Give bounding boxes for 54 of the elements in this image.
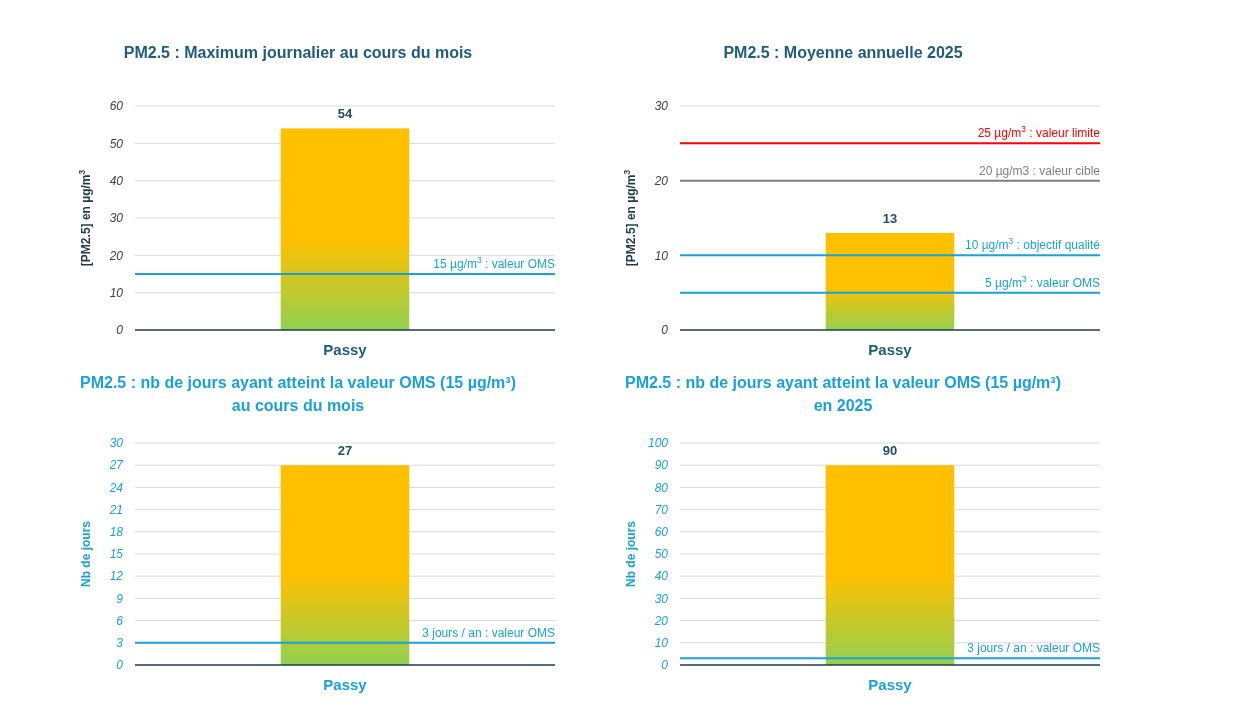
y-tick-label: 30 <box>654 591 669 606</box>
ref-line-label: 10 µg/m$^{3}$ : objectif qualité <box>965 236 1101 253</box>
y-tick-label: 24 <box>108 480 124 495</box>
y-tick-label: 20 <box>653 173 669 188</box>
data-label: 90 <box>882 443 898 459</box>
y-tick-label: 90 <box>654 458 669 473</box>
chart-title: PM2.5 : nb de jours ayant atteint la valeur OMS (15 µg/m³) en 2025 <box>625 374 1061 414</box>
y-tick-label: 0 <box>116 323 124 338</box>
y-axis-title: Nb de jours <box>624 520 638 588</box>
y-tick-label: 10 <box>654 248 669 263</box>
ref-line-label: 3 jours / an : valeur OMS <box>967 641 1100 656</box>
y-tick-label: 20 <box>108 248 124 263</box>
y-tick-label: 12 <box>109 569 124 584</box>
chart-title: PM2.5 : nb de jours ayant atteint la valeur OMS (15 µg/m³) au cours du mois <box>80 374 516 414</box>
x-tick-label: Passy <box>868 341 913 358</box>
y-tick-label: 30 <box>654 99 669 114</box>
y-tick-label: 15 <box>109 547 124 562</box>
y-tick-label: 50 <box>109 136 124 151</box>
y-tick-label: 60 <box>109 99 124 114</box>
y-tick-label: 40 <box>109 173 124 188</box>
y-tick-label: 0 <box>661 658 669 673</box>
y-tick-label: 0 <box>116 658 124 673</box>
y-tick-label: 9 <box>116 591 124 606</box>
y-tick-label: 18 <box>109 525 124 539</box>
y-tick-label: 50 <box>654 547 669 562</box>
y-tick-label: 27 <box>108 458 125 473</box>
data-label: 27 <box>337 443 353 459</box>
x-tick-label: Passy <box>323 676 368 693</box>
y-tick-label: 3 <box>116 636 124 650</box>
chart-title: PM2.5 : Maximum journalier au cours du mois <box>123 44 473 61</box>
ref-line-label: 15 µg/m$^{3}$ : valeur OMS <box>433 255 555 271</box>
ref-line-label: 3 jours / an : valeur OMS <box>422 625 555 640</box>
y-tick-label: 6 <box>116 613 124 628</box>
y-tick-label: 30 <box>109 211 124 226</box>
y-axis-title: Nb de jours <box>79 520 93 588</box>
ref-line-label: 25 µg/m$^{3}$ : valeur limite <box>977 124 1101 141</box>
x-tick-label: Passy <box>868 676 913 693</box>
y-tick-label: 20 <box>653 613 669 628</box>
chart-title: PM2.5 : Moyenne annuelle 2025 <box>723 44 963 61</box>
y-tick-label: 21 <box>108 502 123 517</box>
y-tick-label: 60 <box>654 525 669 539</box>
y-tick-label: 10 <box>654 636 669 650</box>
y-tick-label: 0 <box>661 323 669 338</box>
x-tick-label: Passy <box>323 341 368 358</box>
data-label: 54 <box>337 106 353 122</box>
ref-line-label: 20 µg/m3 : valeur cible <box>979 163 1101 178</box>
y-tick-label: 10 <box>109 285 124 300</box>
y-tick-label: 80 <box>654 480 669 495</box>
y-tick-label: 40 <box>654 569 669 584</box>
y-tick-label: 100 <box>647 436 669 451</box>
y-tick-label: 30 <box>109 436 124 451</box>
data-label: 13 <box>882 210 898 226</box>
y-tick-label: 70 <box>654 502 669 517</box>
ref-line-label: 5 µg/m$^{3}$ : valeur OMS <box>985 273 1100 290</box>
